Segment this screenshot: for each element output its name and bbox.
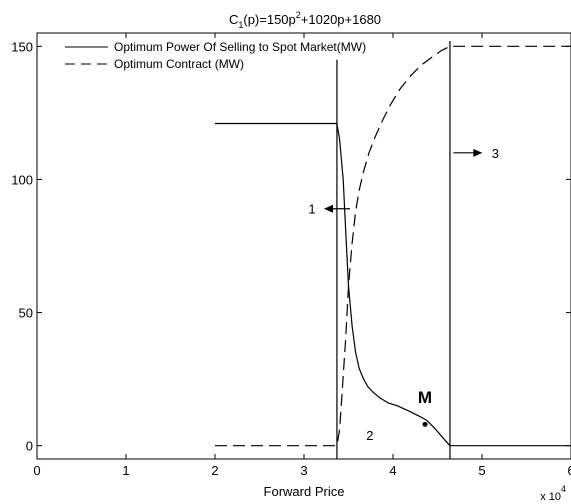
x-axis-label: Forward Price xyxy=(264,484,345,499)
point-m-marker xyxy=(422,421,428,427)
x-tick-label: 0 xyxy=(33,463,40,478)
arrow-right-head xyxy=(473,148,483,157)
legend-label-power: Optimum Power Of Selling to Spot Market(… xyxy=(114,40,366,54)
annotation-layer: 1 2 3 M xyxy=(308,146,499,443)
y-tick-label: 50 xyxy=(19,306,33,321)
plot-area-frame xyxy=(36,32,571,460)
y-tick-label: 0 xyxy=(26,439,33,454)
legend-label-contract: Optimum Contract (MW) xyxy=(114,57,244,71)
y-tick-label: 100 xyxy=(11,172,33,187)
x-tick-label: 5 xyxy=(478,463,485,478)
region-boundaries xyxy=(336,41,451,459)
y-tick-label: 150 xyxy=(11,39,33,54)
x-tick-label: 1 xyxy=(122,463,129,478)
x-axis-ticks: 0 1 2 3 4 5 6 xyxy=(33,33,571,478)
x-axis-multiplier: x 104 xyxy=(540,484,566,503)
annotation-label-1: 1 xyxy=(308,202,315,217)
series-layer xyxy=(215,45,571,447)
series-line-contract xyxy=(215,45,571,447)
x-tick-label: 2 xyxy=(211,463,218,478)
chart-title: C1(p)=150p2+1020p+1680 xyxy=(229,10,381,30)
y-axis-ticks: 0 50 100 150 xyxy=(11,39,571,454)
series-line-power xyxy=(215,122,571,447)
x-tick-label: 6 xyxy=(567,463,571,478)
arrow-left-head xyxy=(324,204,334,213)
annotation-label-3: 3 xyxy=(492,146,499,161)
x-tick-label: 3 xyxy=(300,463,307,478)
legend: Optimum Power Of Selling to Spot Market(… xyxy=(65,40,366,71)
x-tick-label: 4 xyxy=(389,463,396,478)
annotation-label-2: 2 xyxy=(366,428,373,443)
annotation-label-m: M xyxy=(418,388,432,407)
